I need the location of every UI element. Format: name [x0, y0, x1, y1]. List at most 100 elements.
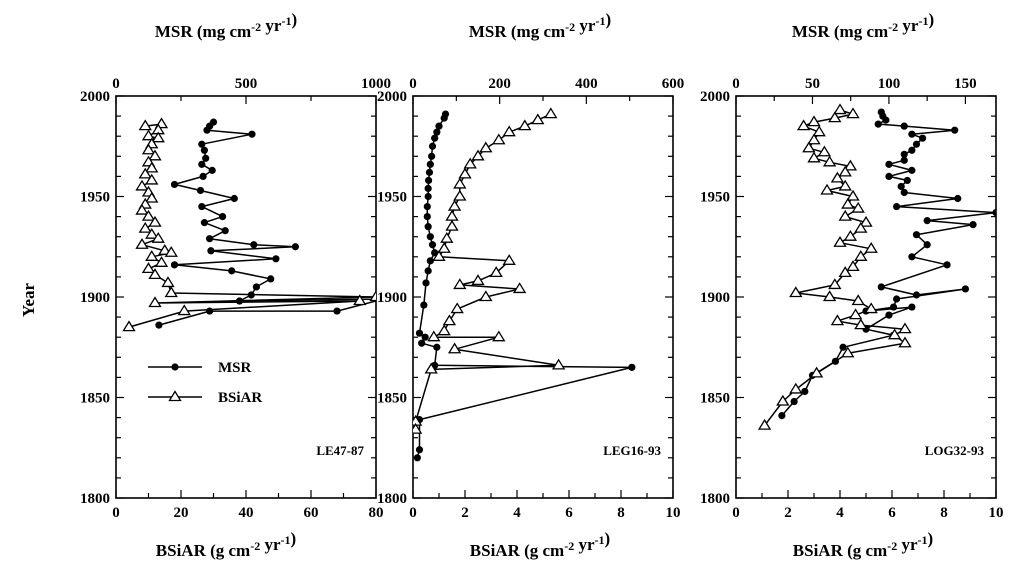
- msr-point: [250, 241, 258, 249]
- y-tick-label: 1900: [700, 290, 730, 306]
- series-bsiar: [413, 107, 566, 434]
- y-tick-label: 1850: [377, 391, 407, 407]
- msr-point: [908, 146, 916, 154]
- bsiar-point: [841, 346, 855, 358]
- bsiar-point: [846, 189, 860, 201]
- top-tick-label: 200: [488, 76, 511, 92]
- msr-point: [992, 208, 996, 217]
- bsiar-point: [450, 302, 464, 314]
- bsiar-point: [822, 155, 837, 167]
- msr-point: [908, 303, 916, 311]
- msr-point: [423, 213, 431, 221]
- msr-point: [422, 279, 430, 287]
- bsiar-point: [843, 159, 858, 171]
- top-tick-label: 0: [112, 76, 120, 92]
- series-msr: [413, 110, 636, 462]
- msr-point: [778, 411, 786, 420]
- bottom-tick-label: 10: [989, 505, 1004, 521]
- plot-frame: [412, 95, 674, 499]
- bottom-tick-label: 0: [112, 505, 120, 521]
- msr-point: [900, 150, 908, 158]
- panel-label: LE47-87: [316, 443, 364, 458]
- bsiar-point: [135, 179, 149, 191]
- msr-point: [428, 241, 437, 249]
- y-tick-label: 2000: [377, 89, 407, 105]
- bottom-tick-label: 10: [666, 505, 681, 521]
- msr-point: [912, 231, 921, 239]
- bsiar-point: [148, 149, 162, 161]
- msr-point: [892, 295, 901, 303]
- msr-point: [961, 285, 970, 293]
- bottom-tick-label: 80: [369, 505, 384, 521]
- bsiar-point: [776, 394, 790, 406]
- legend-msr-marker: [171, 363, 179, 371]
- top-tick-label: 0: [409, 76, 417, 92]
- bsiar-point: [789, 382, 803, 394]
- bsiar-point: [440, 231, 454, 243]
- msr-point: [969, 221, 977, 229]
- bsiar-point: [502, 254, 516, 265]
- bsiar-point: [145, 191, 159, 203]
- plot-frame: [735, 95, 997, 499]
- bsiar-point: [148, 215, 162, 227]
- top-tick-label: 100: [878, 76, 901, 92]
- bsiar-point: [135, 203, 149, 215]
- bsiar-point: [822, 290, 837, 302]
- bsiar-point: [492, 330, 506, 342]
- bsiar-point: [828, 111, 842, 123]
- bottom-tick-label: 8: [940, 505, 948, 521]
- top-tick-label: 400: [575, 76, 598, 92]
- bsiar-point: [145, 173, 159, 185]
- msr-point: [155, 321, 163, 329]
- bsiar-point: [851, 294, 865, 306]
- bsiar-point: [141, 143, 156, 155]
- msr-point: [424, 223, 432, 231]
- y-tick-label: 1950: [700, 190, 730, 206]
- bsiar-point: [851, 201, 865, 213]
- bsiar-point: [141, 209, 156, 221]
- msr-point: [200, 219, 208, 227]
- msr-point: [918, 134, 927, 142]
- y-tick-label: 1900: [377, 290, 407, 306]
- bsiar-point: [807, 133, 821, 145]
- bottom-tick-label: 0: [409, 505, 417, 521]
- bottom-tick-label: 2: [461, 505, 469, 521]
- bottom-tick-label: 4: [836, 505, 844, 521]
- bsiar-point: [432, 250, 446, 261]
- msr-point: [206, 235, 214, 243]
- msr-point: [912, 291, 921, 299]
- msr-point: [908, 253, 916, 261]
- msr-point: [208, 166, 216, 174]
- bsiar-point: [864, 302, 878, 314]
- y-axis-title: Year: [19, 283, 38, 317]
- msr-point: [170, 180, 179, 189]
- bsiar-point: [148, 296, 162, 308]
- msr-point: [423, 202, 431, 211]
- bottom-tick-label: 0: [732, 505, 740, 521]
- series-bsiar: [122, 117, 376, 332]
- bsiar-point: [145, 250, 159, 261]
- msr-point: [426, 233, 434, 241]
- msr-point: [198, 160, 206, 168]
- bsiar-point: [471, 149, 485, 161]
- msr-point: [912, 140, 921, 148]
- bsiar-point: [887, 328, 902, 340]
- msr-point: [219, 213, 227, 221]
- bsiar-point: [437, 242, 451, 253]
- msr-point: [889, 303, 898, 311]
- bsiar-point: [447, 199, 462, 211]
- bsiar-point: [148, 268, 162, 280]
- top-axis-title: MSR (mg cm-2 yr-1): [155, 10, 297, 41]
- bsiar-point: [789, 286, 803, 298]
- bsiar-point: [141, 129, 156, 141]
- y-tick-label: 2000: [80, 89, 110, 105]
- bsiar-point: [138, 167, 152, 179]
- msr-point: [839, 343, 847, 351]
- msr-point: [198, 202, 206, 211]
- bsiar-point: [135, 237, 149, 249]
- y-tick-label: 1950: [80, 190, 110, 206]
- msr-point: [221, 227, 229, 235]
- bsiar-point: [846, 260, 860, 272]
- bottom-tick-label: 40: [239, 505, 254, 521]
